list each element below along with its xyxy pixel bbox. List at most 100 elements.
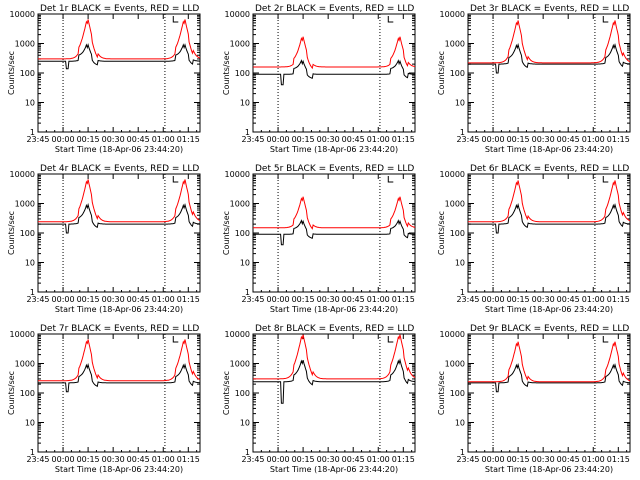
y-tick-label: 10000 bbox=[440, 170, 465, 179]
bracket-marker bbox=[172, 176, 179, 183]
y-tick-label: 10 bbox=[25, 419, 35, 428]
x-tick-label: 01:15 bbox=[607, 295, 630, 304]
x-tick-label: 00:00 bbox=[52, 455, 75, 464]
series-lld-line bbox=[468, 180, 631, 223]
y-tick-label: 10000 bbox=[440, 10, 465, 19]
x-tick-label: 01:15 bbox=[177, 135, 200, 144]
x-tick-label: 00:15 bbox=[292, 135, 315, 144]
series-events-line bbox=[253, 358, 416, 404]
x-tick-label: 01:00 bbox=[582, 455, 605, 464]
x-tick-label: 01:15 bbox=[177, 455, 200, 464]
x-tick-label: 01:15 bbox=[607, 135, 630, 144]
panel-title: Det 7r BLACK = Events, RED = LLD bbox=[40, 324, 199, 334]
x-tick-label: 00:00 bbox=[52, 135, 75, 144]
y-tick-label: 1000 bbox=[230, 360, 250, 369]
y-tick-label: 10 bbox=[455, 419, 465, 428]
panel-det-4: Det 4r BLACK = Events, RED = LLD 1 10 100 10… bbox=[7, 164, 201, 314]
panel-title: Det 8r BLACK = Events, RED = LLD bbox=[255, 324, 414, 334]
bracket-marker bbox=[387, 16, 394, 23]
x-tick-label: 01:00 bbox=[152, 455, 175, 464]
y-tick-label: 100 bbox=[450, 229, 465, 238]
plot-frame bbox=[467, 333, 631, 453]
x-tick-label: 00:45 bbox=[342, 455, 365, 464]
x-tick-label: 00:15 bbox=[507, 295, 530, 304]
x-tick-label: 00:15 bbox=[77, 455, 100, 464]
y-tick-label: 100 bbox=[235, 389, 250, 398]
bracket-marker bbox=[387, 336, 394, 343]
x-tick-label: 00:45 bbox=[127, 455, 150, 464]
y-tick-label: 1000 bbox=[15, 200, 35, 209]
panel-title: Det 4r BLACK = Events, RED = LLD bbox=[40, 164, 199, 174]
x-axis-label: Start Time (18-Apr-06 23:44:20) bbox=[270, 465, 398, 474]
series-lld-line bbox=[253, 334, 416, 380]
x-tick-label: 00:15 bbox=[77, 295, 100, 304]
x-tick-label: 01:00 bbox=[152, 295, 175, 304]
series-lld-line bbox=[253, 36, 416, 70]
panel-det-2: Det 2r BLACK = Events, RED = LLD 1 10 100 10… bbox=[222, 4, 416, 154]
y-tick-label: 1000 bbox=[445, 200, 465, 209]
x-tick-label: 00:30 bbox=[317, 135, 340, 144]
x-tick-label: 01:00 bbox=[367, 135, 390, 144]
x-tick-label: 01:00 bbox=[367, 295, 390, 304]
plot-frame bbox=[252, 173, 416, 293]
y-tick-label: 100 bbox=[235, 69, 250, 78]
x-tick-label: 23:45 bbox=[456, 135, 479, 144]
y-axis-label: Counts/sec bbox=[437, 51, 446, 95]
y-tick-label: 100 bbox=[235, 229, 250, 238]
bracket-marker bbox=[387, 176, 394, 183]
y-tick-label: 10000 bbox=[225, 170, 250, 179]
y-tick-label: 1 bbox=[460, 288, 465, 297]
x-tick-label: 23:45 bbox=[241, 135, 264, 144]
series-events-line bbox=[468, 362, 631, 393]
panel-title: Det 2r BLACK = Events, RED = LLD bbox=[255, 4, 414, 14]
panel-title: Det 3r BLACK = Events, RED = LLD bbox=[470, 4, 629, 14]
x-tick-label: 23:45 bbox=[456, 455, 479, 464]
x-tick-label: 23:45 bbox=[241, 295, 264, 304]
y-tick-label: 10000 bbox=[10, 170, 35, 179]
series-lld-line bbox=[38, 179, 201, 223]
y-tick-label: 1000 bbox=[445, 40, 465, 49]
panel-det-3: Det 3r BLACK = Events, RED = LLD 1 10 100 10… bbox=[437, 4, 631, 154]
x-axis-label: Start Time (18-Apr-06 23:44:20) bbox=[55, 465, 183, 474]
x-tick-label: 23:45 bbox=[26, 135, 49, 144]
x-tick-label: 00:30 bbox=[317, 295, 340, 304]
x-tick-label: 00:30 bbox=[532, 295, 555, 304]
y-tick-label: 10 bbox=[240, 99, 250, 108]
x-tick-label: 01:15 bbox=[392, 455, 415, 464]
plot-frame bbox=[37, 173, 201, 293]
x-tick-label: 00:30 bbox=[102, 455, 125, 464]
y-tick-label: 1000 bbox=[15, 40, 35, 49]
x-tick-label: 23:45 bbox=[241, 455, 264, 464]
series-events-line bbox=[38, 42, 200, 70]
y-tick-label: 1000 bbox=[445, 360, 465, 369]
x-tick-label: 01:15 bbox=[392, 135, 415, 144]
y-tick-label: 1 bbox=[30, 128, 35, 137]
x-axis-label: Start Time (18-Apr-06 23:44:20) bbox=[485, 465, 613, 474]
x-tick-label: 23:45 bbox=[456, 295, 479, 304]
series-events-line bbox=[253, 59, 416, 86]
x-tick-label: 00:45 bbox=[557, 295, 580, 304]
series-events-line bbox=[38, 202, 201, 234]
x-tick-label: 00:00 bbox=[482, 295, 505, 304]
y-axis-label: Counts/sec bbox=[437, 371, 446, 415]
x-tick-label: 01:00 bbox=[582, 135, 605, 144]
y-tick-label: 10 bbox=[25, 99, 35, 108]
y-axis-label: Counts/sec bbox=[437, 211, 446, 255]
y-tick-label: 1 bbox=[30, 288, 35, 297]
y-tick-label: 100 bbox=[20, 229, 35, 238]
y-tick-label: 10 bbox=[455, 99, 465, 108]
x-tick-label: 00:30 bbox=[102, 135, 125, 144]
x-tick-label: 01:00 bbox=[367, 455, 390, 464]
x-tick-label: 01:00 bbox=[152, 135, 175, 144]
plot-frame bbox=[37, 333, 201, 453]
x-tick-label: 23:45 bbox=[26, 295, 49, 304]
y-axis-label: Counts/sec bbox=[7, 211, 16, 255]
panel-det-1: Det 1r BLACK = Events, RED = LLD 1 10 100 10… bbox=[7, 4, 201, 154]
y-tick-label: 1 bbox=[245, 448, 250, 457]
y-tick-label: 10000 bbox=[440, 330, 465, 339]
y-tick-label: 10000 bbox=[225, 10, 250, 19]
x-tick-label: 01:15 bbox=[607, 455, 630, 464]
y-tick-label: 1000 bbox=[230, 40, 250, 49]
x-tick-label: 00:45 bbox=[557, 135, 580, 144]
plot-frame bbox=[37, 13, 201, 133]
